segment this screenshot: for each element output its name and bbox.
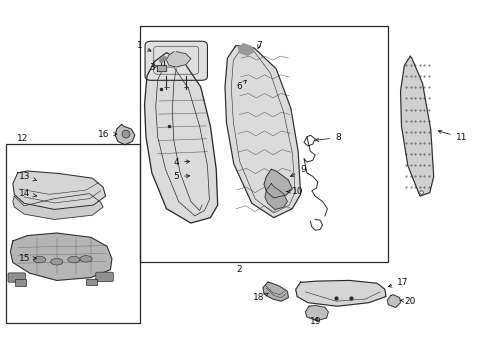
Text: 17: 17 xyxy=(387,278,408,287)
Ellipse shape xyxy=(122,130,130,138)
Text: 7: 7 xyxy=(256,41,262,50)
FancyBboxPatch shape xyxy=(96,272,113,282)
FancyBboxPatch shape xyxy=(145,41,207,80)
Polygon shape xyxy=(263,282,288,301)
Bar xyxy=(15,279,26,286)
Polygon shape xyxy=(10,233,112,280)
Text: 20: 20 xyxy=(400,297,415,306)
Text: 10: 10 xyxy=(286,187,303,196)
Text: 11: 11 xyxy=(437,130,466,142)
Polygon shape xyxy=(224,45,300,218)
Text: 12: 12 xyxy=(17,134,28,143)
Polygon shape xyxy=(166,51,190,67)
Text: 16: 16 xyxy=(98,130,117,139)
Text: 3: 3 xyxy=(149,63,157,72)
Polygon shape xyxy=(115,125,135,145)
Text: 8: 8 xyxy=(315,133,340,142)
Text: 6: 6 xyxy=(236,80,246,91)
Polygon shape xyxy=(305,306,328,320)
Polygon shape xyxy=(13,194,103,220)
Bar xyxy=(5,144,140,323)
Text: 1: 1 xyxy=(137,41,151,51)
Ellipse shape xyxy=(51,258,63,265)
Polygon shape xyxy=(264,184,287,210)
Text: 19: 19 xyxy=(309,317,320,326)
Polygon shape xyxy=(157,65,166,71)
Polygon shape xyxy=(400,56,433,196)
Text: 5: 5 xyxy=(173,172,189,181)
Text: 15: 15 xyxy=(20,255,37,264)
Polygon shape xyxy=(386,295,400,307)
FancyBboxPatch shape xyxy=(8,273,25,282)
Polygon shape xyxy=(264,169,292,198)
Bar xyxy=(86,279,97,285)
Text: 18: 18 xyxy=(253,293,267,302)
Text: 14: 14 xyxy=(20,189,37,198)
Text: 2: 2 xyxy=(236,265,242,274)
Ellipse shape xyxy=(34,256,46,263)
Polygon shape xyxy=(295,280,385,306)
Polygon shape xyxy=(144,53,217,223)
Polygon shape xyxy=(238,44,254,55)
Text: 9: 9 xyxy=(290,165,305,176)
Polygon shape xyxy=(13,171,105,210)
Ellipse shape xyxy=(68,256,80,263)
Ellipse shape xyxy=(80,256,92,262)
Text: 4: 4 xyxy=(173,158,189,167)
Text: 13: 13 xyxy=(20,172,37,181)
Bar xyxy=(140,26,387,262)
